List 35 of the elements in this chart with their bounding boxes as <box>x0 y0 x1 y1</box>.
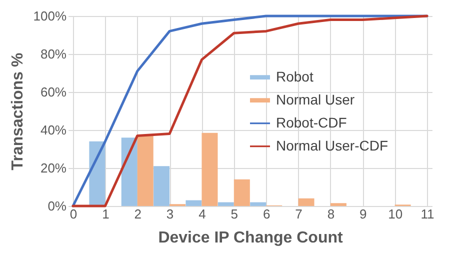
x-axis-title: Device IP Change Count <box>158 230 344 246</box>
x-tick-label: 2 <box>134 206 142 222</box>
bar <box>154 166 170 206</box>
y-tick-label: 60% <box>40 84 67 100</box>
y-tick-label: 80% <box>40 46 67 62</box>
legend-label: Normal User <box>276 91 355 108</box>
legend-label: Normal User-CDF <box>276 137 388 154</box>
x-tick-label: 1 <box>102 206 110 222</box>
bar <box>250 202 266 206</box>
bar <box>298 198 314 206</box>
y-axis-title: Transactions % <box>9 52 26 170</box>
y-tick-label: 0% <box>48 198 67 214</box>
x-tick-label: 6 <box>262 206 270 222</box>
bar <box>218 202 234 206</box>
y-tick-label: 100% <box>33 8 67 24</box>
x-tick-label: 5 <box>230 206 238 222</box>
x-tick-label: 10 <box>388 206 403 222</box>
bar <box>202 132 218 206</box>
x-tick-label: 9 <box>360 206 367 222</box>
legend-label: Robot-CDF <box>276 114 347 130</box>
legend-label: Robot <box>276 68 314 84</box>
x-tick-label: 4 <box>198 206 206 222</box>
bar <box>121 138 138 206</box>
bar <box>186 200 202 206</box>
x-tick-label: 11 <box>420 206 434 222</box>
bar <box>234 179 250 206</box>
x-tick-label: 3 <box>166 206 174 222</box>
x-tick-label: 8 <box>327 206 335 222</box>
x-tick-label: 0 <box>70 206 78 222</box>
bar <box>330 203 346 206</box>
y-tick-label: 20% <box>40 160 67 176</box>
line-series <box>72 14 428 208</box>
x-tick-label: 7 <box>295 206 302 222</box>
bar <box>137 136 154 206</box>
y-tick-label: 40% <box>40 122 67 138</box>
